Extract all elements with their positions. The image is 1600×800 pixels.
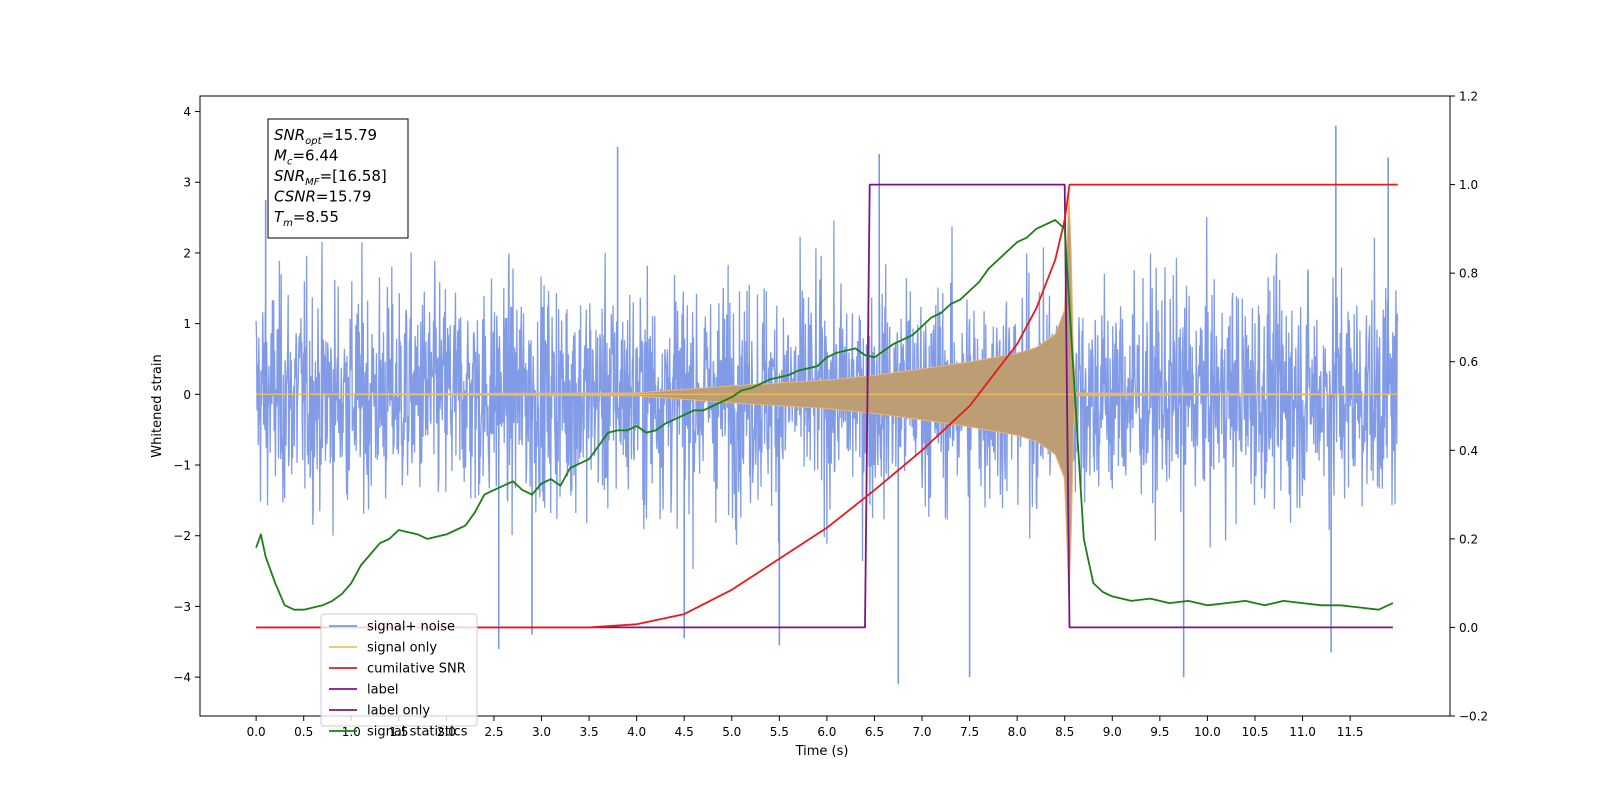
x-tick-label: 7.5 bbox=[960, 725, 979, 739]
annotation-subscript: c bbox=[287, 157, 293, 168]
legend-entry-label: label bbox=[367, 683, 398, 698]
legend-entry-label: signal only bbox=[367, 641, 437, 656]
annotation-subscript: m bbox=[283, 218, 293, 229]
annotation-symbol: SNR bbox=[274, 126, 305, 144]
annotation-symbol: CSNR bbox=[274, 188, 316, 206]
y2-tick-label: 0.8 bbox=[1459, 267, 1478, 281]
axes-layer: 0.0 0.5 1.0 1.5 2.0 2.5 3.0 3.5 4.0 4.5 5.0 5.5 6.0 6… bbox=[173, 90, 1488, 740]
annotation-value: =[16.58] bbox=[320, 167, 387, 185]
series-cumulative-snr-line bbox=[256, 183, 1398, 629]
y-tick-label: −2 bbox=[173, 529, 191, 543]
annotation-symbol: T bbox=[274, 208, 285, 226]
legend: signal+ noise signal only cumilative SNR la… bbox=[320, 613, 478, 740]
y2-tick-label: 0.0 bbox=[1459, 621, 1478, 635]
x-tick-label: 1.0 bbox=[342, 725, 361, 739]
x-tick-label: 6.5 bbox=[865, 725, 884, 739]
y2-tick-label: 0.4 bbox=[1459, 444, 1478, 458]
annotation-subscript: opt bbox=[305, 136, 322, 147]
annotation-line: CSNR=15.79 bbox=[274, 188, 371, 206]
annotation-line: SNRopt=15.79 bbox=[274, 126, 377, 147]
y2-tick-label: 0.6 bbox=[1459, 355, 1478, 369]
x-tick-label: 2.0 bbox=[437, 725, 456, 739]
x-tick-label: 0.5 bbox=[294, 725, 313, 739]
series-signal-statistics-line bbox=[255, 219, 1394, 611]
x-tick-label: 9.0 bbox=[1103, 725, 1122, 739]
y-tick-label: 0 bbox=[183, 388, 191, 402]
y-tick-label: 4 bbox=[183, 105, 191, 119]
x-tick-label: 6.0 bbox=[817, 725, 836, 739]
x-tick-label: 3.0 bbox=[532, 725, 551, 739]
annotation-symbol: M bbox=[274, 147, 287, 165]
annotation-value: =6.44 bbox=[292, 147, 338, 165]
x-axis-label: Time (s) bbox=[795, 744, 849, 759]
series-layer bbox=[255, 125, 1399, 685]
x-tick-label: 4.0 bbox=[627, 725, 646, 739]
legend-entry-label: signal+ noise bbox=[367, 620, 455, 635]
series-label-line bbox=[256, 183, 1393, 629]
legend-entry-label: cumilative SNR bbox=[367, 662, 466, 677]
annotation-frame bbox=[267, 118, 409, 239]
annotation-symbol: SNR bbox=[274, 167, 305, 185]
annotation-line: SNRMF=[16.58] bbox=[274, 167, 387, 188]
annotation-value: =8.55 bbox=[293, 208, 339, 226]
x-tick-label: 11.0 bbox=[1289, 725, 1316, 739]
x-tick-label: 7.0 bbox=[912, 725, 931, 739]
x-tick-label: 1.5 bbox=[389, 725, 408, 739]
legend-entry-label: signal statistics bbox=[367, 725, 468, 740]
legend-entry-label: label only bbox=[367, 704, 430, 719]
y2-tick-label: 1.0 bbox=[1459, 178, 1478, 192]
x-tick-label: 0.0 bbox=[247, 725, 266, 739]
x-tick-label: 8.0 bbox=[1008, 725, 1027, 739]
annotation-line: Tm=8.55 bbox=[274, 208, 339, 229]
legend-frame bbox=[320, 613, 478, 727]
y-tick-label: −4 bbox=[173, 671, 191, 685]
y2-tick-label: 0.2 bbox=[1459, 532, 1478, 546]
x-tick-label: 11.5 bbox=[1337, 725, 1364, 739]
annotation-subscript: MF bbox=[305, 177, 320, 188]
x-tick-label: 2.5 bbox=[484, 725, 503, 739]
y-tick-label: 1 bbox=[183, 317, 191, 331]
annotation-box: SNRopt=15.79Mc=6.44SNRMF=[16.58]CSNR=15.… bbox=[267, 118, 409, 239]
y-tick-label: −3 bbox=[173, 600, 191, 614]
x-tick-label: 10.0 bbox=[1194, 725, 1221, 739]
annotation-value: =15.79 bbox=[316, 188, 372, 206]
x-tick-label: 8.5 bbox=[1055, 725, 1074, 739]
y2-tick-label: 1.2 bbox=[1459, 90, 1478, 104]
x-tick-label: 9.5 bbox=[1150, 725, 1169, 739]
x-tick-label: 10.5 bbox=[1242, 725, 1269, 739]
y-tick-label: −1 bbox=[173, 459, 191, 473]
x-tick-label: 4.5 bbox=[675, 725, 694, 739]
annotation-line: Mc=6.44 bbox=[274, 147, 338, 168]
x-tick-label: 3.5 bbox=[580, 725, 599, 739]
series-signal-noise-line bbox=[255, 216, 1399, 570]
y-tick-label: 3 bbox=[183, 176, 191, 190]
x-tick-label: 5.0 bbox=[722, 725, 741, 739]
y-axis-label: Whitened strain bbox=[150, 354, 165, 457]
y2-tick-label: −0.2 bbox=[1459, 710, 1488, 724]
y-tick-label: 2 bbox=[183, 246, 191, 260]
plot-frame bbox=[199, 95, 1451, 717]
annotation-value: =15.79 bbox=[322, 126, 378, 144]
x-tick-label: 5.5 bbox=[770, 725, 789, 739]
